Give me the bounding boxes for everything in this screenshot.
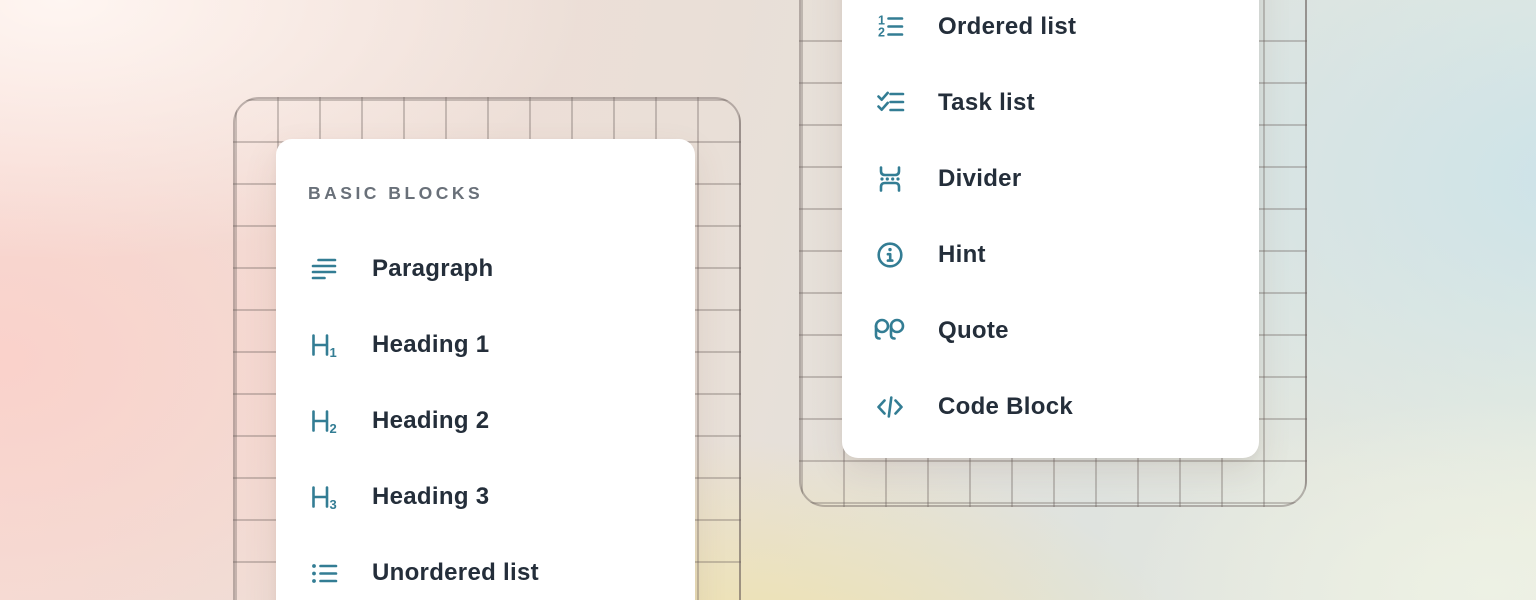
menu-item-label: Quote	[938, 317, 1009, 344]
menu-item-label: Code Block	[938, 393, 1074, 420]
menu-item-task-list[interactable]: Task list	[874, 65, 1259, 141]
menu-item-label: Unordered list	[372, 559, 539, 586]
insert-blocks-menu-list: 1 2 Ordered list Task list Divider Hint Q…	[874, 0, 1259, 445]
section-header-basic-blocks: BASIC BLOCKS	[308, 183, 484, 203]
basic-blocks-menu-card: BASIC BLOCKS Paragraph 1 Heading 1 2 Heading…	[276, 139, 695, 600]
quote-icon	[874, 315, 906, 347]
menu-item-hint[interactable]: Hint	[874, 217, 1259, 293]
menu-item-code-block[interactable]: Code Block	[874, 369, 1259, 445]
svg-text:1: 1	[878, 14, 885, 28]
menu-item-label: Ordered list	[938, 13, 1077, 40]
heading-2-icon: 2	[308, 405, 340, 437]
basic-blocks-menu-list: Paragraph 1 Heading 1 2 Heading 2 3 Heading 3 …	[308, 231, 695, 600]
menu-item-label: Heading 3	[372, 483, 490, 510]
heading-3-icon: 3	[308, 481, 340, 513]
svg-text:2: 2	[878, 26, 885, 40]
menu-item-heading-3[interactable]: 3 Heading 3	[308, 459, 695, 535]
ordered-list-icon: 1 2	[874, 11, 906, 43]
unordered-list-icon	[308, 557, 340, 589]
menu-item-heading-1[interactable]: 1 Heading 1	[308, 307, 695, 383]
task-list-icon	[874, 87, 906, 119]
svg-text:2: 2	[330, 421, 337, 436]
menu-item-heading-2[interactable]: 2 Heading 2	[308, 383, 695, 459]
menu-item-paragraph[interactable]: Paragraph	[308, 231, 695, 307]
heading-1-icon: 1	[308, 329, 340, 361]
hint-icon	[874, 239, 906, 271]
insert-blocks-menu-card: 1 2 Ordered list Task list Divider Hint Q…	[842, 0, 1259, 458]
code-block-icon	[874, 391, 906, 423]
menu-item-label: Heading 1	[372, 331, 490, 358]
divider-icon	[874, 163, 906, 195]
menu-item-label: Heading 2	[372, 407, 490, 434]
menu-item-unordered-list[interactable]: Unordered list	[308, 535, 695, 600]
paragraph-icon	[308, 253, 340, 285]
menu-item-label: Divider	[938, 165, 1022, 192]
menu-item-label: Hint	[938, 241, 986, 268]
menu-item-label: Task list	[938, 89, 1035, 116]
menu-item-ordered-list[interactable]: 1 2 Ordered list	[874, 0, 1259, 65]
svg-text:1: 1	[330, 345, 337, 360]
svg-text:3: 3	[330, 497, 337, 512]
menu-item-divider[interactable]: Divider	[874, 141, 1259, 217]
menu-item-quote[interactable]: Quote	[874, 293, 1259, 369]
menu-item-label: Paragraph	[372, 255, 494, 282]
